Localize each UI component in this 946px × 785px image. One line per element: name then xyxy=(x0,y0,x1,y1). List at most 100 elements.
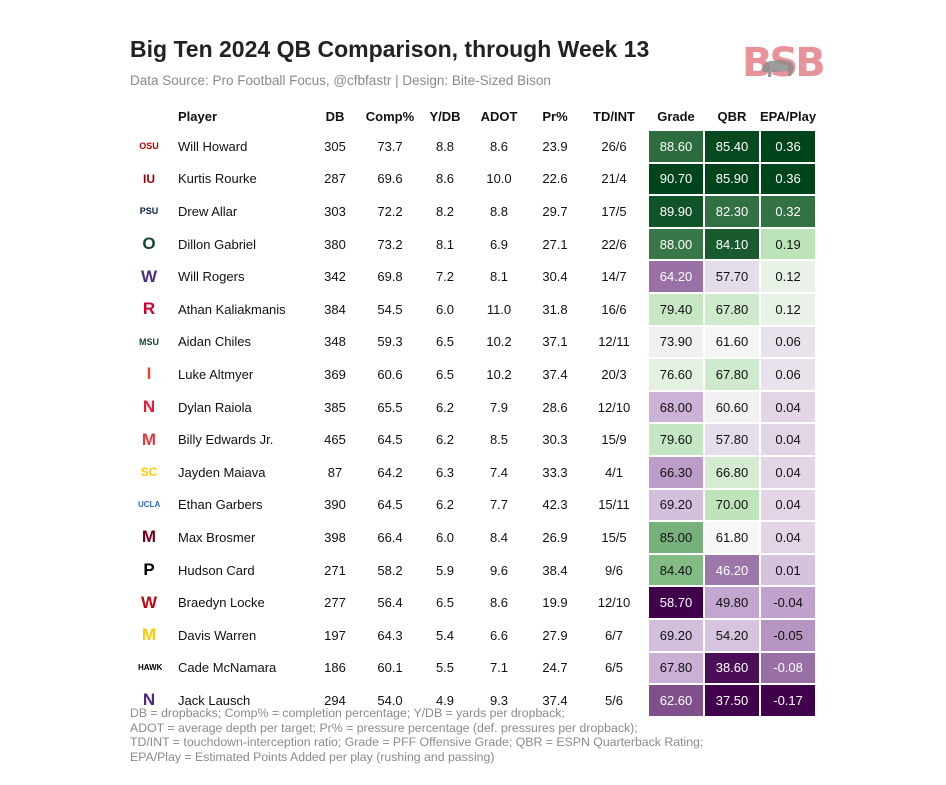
player-cell: Athan Kaliakmanis xyxy=(178,301,286,317)
db-cell: 398 xyxy=(324,529,346,545)
footnote-line: TD/INT = touchdown-interception ratio; G… xyxy=(130,735,704,750)
team-logo-cell: I xyxy=(128,358,170,391)
db-cell: 303 xyxy=(324,203,346,219)
qbr-cell: 57.80 xyxy=(704,423,760,456)
iowa-logo: HAWK xyxy=(138,662,163,672)
table-body: OSU Will Howard 305 73.7 8.8 8.6 23.9 26/6 88.60… xyxy=(128,130,817,717)
table-row: I Luke Altmyer 369 60.6 6.5 10.2 37.4 20/3 76.60… xyxy=(128,358,817,391)
ydb-cell: 5.4 xyxy=(435,627,455,643)
db-cell: 465 xyxy=(324,432,346,448)
column-header-player: Player xyxy=(178,108,218,124)
nebraska-logo: N xyxy=(142,397,156,417)
ydb-cell: 5.5 xyxy=(435,660,455,676)
chart-subtitle: Data Source: Pro Football Focus, @cfbfas… xyxy=(130,73,551,88)
pr-cell: 29.7 xyxy=(542,203,568,219)
team-logo-cell: M xyxy=(128,423,170,456)
team-logo-cell: N xyxy=(128,391,170,424)
maryland-logo: M xyxy=(141,429,157,449)
table-row: N Dylan Raiola 385 65.5 6.2 7.9 28.6 12/10 68.00… xyxy=(128,390,817,424)
table-row: R Athan Kaliakmanis 384 54.5 6.0 11.0 31.8 16/6… xyxy=(128,292,817,326)
table-row: M Billy Edwards Jr. 465 64.5 6.2 8.5 30.3 15/9 7… xyxy=(128,423,817,456)
grade-cell: 79.60 xyxy=(648,423,704,456)
michigan-logo: M xyxy=(141,625,157,645)
qbr-cell: 84.10 xyxy=(704,227,760,261)
qbr-cell: 38.60 xyxy=(704,651,760,685)
grade-cell: 76.60 xyxy=(648,358,704,391)
pr-cell: 37.4 xyxy=(542,366,568,382)
adot-cell: 10.0 xyxy=(486,171,512,187)
table-header-row: Player DB Comp% Y/DB ADOT Pr% TD/INT Gra… xyxy=(128,102,816,130)
db-cell: 271 xyxy=(324,562,346,578)
northwestern-logo: N xyxy=(142,690,156,710)
epa-cell: 0.32 xyxy=(760,195,817,228)
ydb-cell: 6.2 xyxy=(435,399,455,415)
epa-cell: 0.01 xyxy=(760,553,817,587)
player-cell: Drew Allar xyxy=(178,203,238,219)
pr-cell: 37.4 xyxy=(542,692,568,708)
qbr-cell: 46.20 xyxy=(704,553,760,587)
grade-cell: 79.40 xyxy=(648,292,704,326)
pr-cell: 30.4 xyxy=(542,269,568,285)
tdint-cell: 6/7 xyxy=(604,627,624,643)
player-cell: Cade McNamara xyxy=(178,660,277,676)
qbr-cell: 70.00 xyxy=(704,488,760,522)
qbr-cell: 60.60 xyxy=(704,390,760,424)
epa-cell: 0.12 xyxy=(760,260,817,293)
usc-logo: SC xyxy=(140,465,158,480)
comp-cell: 54.5 xyxy=(377,301,403,317)
oregon-logo: O xyxy=(142,234,156,254)
grade-cell: 88.00 xyxy=(648,227,704,261)
qbr-cell: 82.30 xyxy=(704,195,760,228)
tdint-cell: 9/6 xyxy=(604,562,624,578)
column-header-qbr: QBR xyxy=(717,108,747,124)
indiana-logo: IU xyxy=(143,171,155,186)
adot-cell: 6.6 xyxy=(489,627,509,643)
db-cell: 186 xyxy=(324,660,346,676)
comp-cell: 73.7 xyxy=(377,138,403,154)
comp-cell: 72.2 xyxy=(377,203,403,219)
adot-cell: 10.2 xyxy=(486,366,512,382)
ydb-cell: 6.5 xyxy=(435,595,455,611)
grade-cell: 85.00 xyxy=(648,521,704,554)
comp-cell: 66.4 xyxy=(377,529,403,545)
wisconsin-logo: W xyxy=(140,592,158,612)
team-logo-cell: M xyxy=(128,521,170,554)
comp-cell: 64.5 xyxy=(377,497,403,513)
column-header-ydb: Y/DB xyxy=(429,108,461,124)
player-cell: Billy Edwards Jr. xyxy=(178,432,274,448)
epa-cell: -0.05 xyxy=(760,618,817,652)
grade-cell: 67.80 xyxy=(648,651,704,685)
db-cell: 369 xyxy=(324,366,346,382)
epa-cell: 0.04 xyxy=(760,390,817,424)
qbr-cell: 85.40 xyxy=(704,130,760,163)
player-cell: Braedyn Locke xyxy=(178,595,265,611)
footnotes: DB = dropbacks; Comp% = completion perce… xyxy=(130,706,703,764)
epa-cell: -0.17 xyxy=(760,684,817,717)
team-logo-cell: UCLA xyxy=(128,489,170,522)
pr-cell: 37.1 xyxy=(542,334,568,350)
tdint-cell: 21/4 xyxy=(601,171,627,187)
comp-cell: 59.3 xyxy=(377,334,403,350)
qbr-cell: 85.90 xyxy=(704,162,760,196)
team-logo-cell: MSU xyxy=(128,326,170,359)
tdint-cell: 4/1 xyxy=(604,464,624,480)
player-cell: Dillon Gabriel xyxy=(178,236,257,252)
column-header-epa: EPA/Play xyxy=(760,108,817,124)
column-header-db: DB xyxy=(325,108,345,124)
washington-logo: W xyxy=(140,266,158,286)
player-cell: Will Howard xyxy=(178,138,248,154)
player-cell: Max Brosmer xyxy=(178,529,256,545)
grade-cell: 84.40 xyxy=(648,553,704,587)
team-logo-cell: PSU xyxy=(128,195,170,228)
qbr-cell: 67.80 xyxy=(704,292,760,326)
player-cell: Jack Lausch xyxy=(178,692,251,708)
tdint-cell: 6/5 xyxy=(604,660,624,676)
ydb-cell: 7.2 xyxy=(435,269,455,285)
player-cell: Aidan Chiles xyxy=(178,334,251,350)
qbr-cell: 61.80 xyxy=(704,521,760,554)
table-row: OSU Will Howard 305 73.7 8.8 8.6 23.9 26/6 88.60… xyxy=(128,130,817,163)
epa-cell: 0.04 xyxy=(760,423,817,456)
epa-cell: 0.06 xyxy=(760,358,817,391)
grade-cell: 88.60 xyxy=(648,130,704,163)
michigan-state-logo: MSU xyxy=(139,336,159,347)
